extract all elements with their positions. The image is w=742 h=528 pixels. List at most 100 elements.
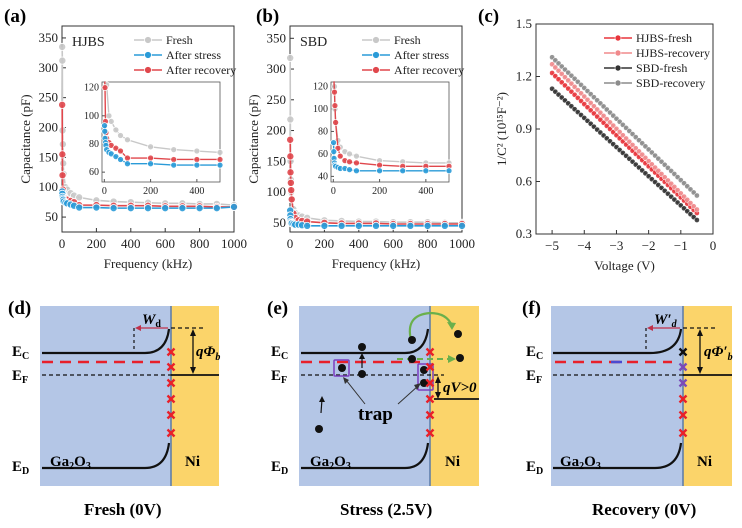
legend-label-hjbs-fresh: HJBS-fresh	[636, 31, 692, 45]
x-tick-label: −3	[610, 238, 624, 253]
data-point-after-stress	[337, 221, 346, 230]
inset-data-point-fresh	[193, 147, 201, 155]
inset-plot: 0 200 400 60 80 100 120	[84, 81, 224, 197]
inset-data-point-after-stress	[330, 148, 338, 156]
trap-cross-stroke	[425, 394, 435, 404]
data-point-after-stress	[126, 204, 135, 213]
inset-x-tick-label: 200	[372, 186, 387, 197]
data-point-fresh	[286, 53, 295, 62]
inset-data-point-after-recovery	[101, 84, 109, 91]
legend-marker-after-stress	[372, 51, 380, 59]
trap-box-interface	[417, 363, 434, 391]
data-point-after-stress	[212, 204, 221, 213]
ed-label: ED	[526, 459, 543, 477]
inset-y-tick-label: 60	[318, 149, 328, 160]
inset-data-point-fresh	[346, 150, 353, 158]
wd-label: W′d	[654, 312, 678, 330]
x-tick-label: −2	[642, 238, 656, 253]
legend-marker-fresh	[372, 36, 380, 44]
y-tick-label: 200	[39, 120, 59, 135]
inset-x-tick-label: 0	[331, 186, 336, 197]
legend-marker-after-recovery	[144, 66, 152, 74]
legend-label-after-recovery: After recovery	[394, 63, 464, 77]
trap-cross-stroke	[166, 394, 176, 404]
electron	[454, 330, 462, 338]
data-point-after-stress	[143, 204, 152, 213]
material-label-ni: Ni	[445, 454, 460, 470]
semiconductor-region	[551, 306, 683, 486]
plot-a: 0 200 400 600 800 100050100150200250300350Fre…	[18, 25, 247, 271]
inset-data-point-after-stress	[346, 166, 353, 173]
conduction-band	[553, 328, 683, 355]
inset-data-point-after-recovery	[346, 158, 353, 166]
inset-plot: 0 200 400 40 60 80 100 120	[313, 81, 453, 197]
inset-data-point-after-recovery	[331, 102, 339, 109]
legend-marker-after-stress	[144, 51, 152, 59]
trap-cross-stroke	[425, 428, 435, 438]
data-point-after-stress	[161, 204, 170, 213]
x-tick-label: −4	[577, 238, 591, 253]
legend-label-after-stress: After stress	[394, 48, 449, 62]
inset-data-point-fresh	[112, 126, 120, 134]
y-tick-label: 350	[39, 30, 59, 45]
trap-cross-stroke	[166, 347, 176, 357]
drift-arrowhead	[319, 396, 325, 402]
inset-data-point-after-stress	[124, 160, 131, 168]
interface-traps	[425, 347, 435, 438]
y-tick-label: 0.9	[516, 121, 532, 136]
inset-y-tick-label: 120	[313, 81, 328, 92]
inset-x-tick-label: 200	[143, 186, 158, 197]
x-tick-label: 1000	[221, 236, 247, 251]
data-point-sbd-recovery	[694, 192, 700, 199]
legend-label-after-stress: After stress	[166, 48, 221, 62]
data-point-after-stress	[320, 221, 329, 230]
material-label-ni: Ni	[185, 454, 200, 470]
data-point-after-stress	[109, 204, 118, 213]
data-point-after-recovery	[287, 186, 296, 195]
electron	[456, 354, 464, 362]
y-tick-label: 300	[39, 60, 59, 75]
electron	[408, 336, 416, 344]
panel-label-e: (e)	[267, 298, 288, 319]
panel-label-b: (b)	[256, 6, 279, 27]
data-point-after-stress	[371, 221, 380, 230]
inset-y-tick-label: 80	[318, 126, 328, 137]
data-point-after-stress	[75, 203, 84, 212]
data-point-after-recovery	[286, 178, 295, 187]
inset-data-point-after-recovery	[216, 156, 224, 163]
emission-arrow-curved	[408, 311, 454, 341]
ef-label: EF	[526, 368, 542, 386]
y-tick-label: 1.2	[516, 69, 532, 84]
y-axis-label: 1/C² (10¹⁵F⁻²)	[494, 92, 509, 166]
inset-y-tick-label: 80	[89, 139, 99, 150]
legend-label-after-recovery: After recovery	[166, 63, 236, 77]
trapped-electron	[420, 366, 428, 374]
inset-data-point-after-stress	[422, 167, 430, 175]
electron	[358, 370, 366, 378]
excitation-arrowhead	[359, 353, 365, 359]
x-tick-label: 200	[315, 236, 335, 251]
data-point-fresh	[58, 42, 67, 51]
trap-cross-stroke	[425, 378, 435, 388]
trapped-electron	[338, 364, 346, 372]
legend-marker-sbd-recovery	[614, 79, 622, 87]
ec-label: EC	[526, 344, 543, 362]
y-axis-label: Capacitance (pF)	[18, 94, 33, 183]
data-point-after-stress	[457, 221, 466, 230]
plot-c: −5 −4 −3 −2 −1 0 0.3 0.6 0.9 1.2 1.5 Voltage (V) 1/C…	[494, 16, 716, 273]
y-tick-label: 200	[267, 123, 287, 138]
electron	[408, 355, 416, 363]
material-label-ni: Ni	[697, 454, 712, 470]
legend-marker-hjbs-recovery	[614, 49, 622, 57]
y-tick-label: 100	[267, 184, 287, 199]
semiconductor-region	[299, 306, 430, 486]
data-point-after-stress	[195, 204, 204, 213]
y-tick-label: 50	[273, 215, 286, 230]
inset-data-point-after-stress	[445, 167, 453, 175]
y-tick-label: 250	[267, 92, 287, 107]
ef-label: EF	[271, 368, 287, 386]
inset-data-point-after-stress	[101, 127, 109, 135]
inset-data-point-after-recovery	[353, 159, 360, 167]
panel-c: (c) −5 −4 −3 −2 −1 0 0.3 0.6 0.9 1.2 1.5 Voltage (V…	[478, 6, 716, 273]
